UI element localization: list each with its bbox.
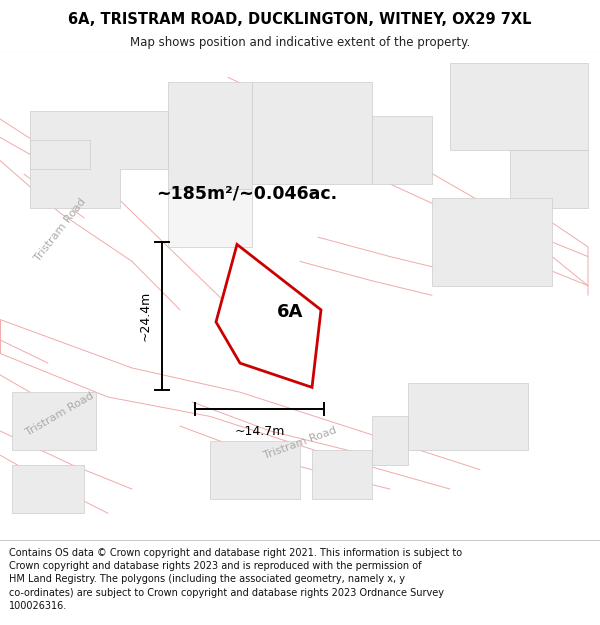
Text: ~185m²/~0.046ac.: ~185m²/~0.046ac.: [156, 184, 337, 203]
Text: ~24.4m: ~24.4m: [138, 291, 151, 341]
Polygon shape: [216, 244, 321, 388]
Text: 6A, TRISTRAM ROAD, DUCKLINGTON, WITNEY, OX29 7XL: 6A, TRISTRAM ROAD, DUCKLINGTON, WITNEY, …: [68, 12, 532, 27]
Text: Tristram Road: Tristram Road: [24, 391, 96, 438]
Polygon shape: [408, 382, 528, 450]
Polygon shape: [210, 441, 300, 499]
Text: ~14.7m: ~14.7m: [235, 424, 284, 438]
Polygon shape: [510, 150, 588, 208]
Text: Contains OS data © Crown copyright and database right 2021. This information is : Contains OS data © Crown copyright and d…: [9, 548, 462, 611]
Text: 6A: 6A: [277, 303, 304, 321]
Polygon shape: [252, 82, 372, 184]
Text: Tristram Road: Tristram Road: [262, 425, 338, 461]
Polygon shape: [372, 416, 408, 465]
Text: Tristram Road: Tristram Road: [32, 196, 88, 263]
Polygon shape: [12, 392, 96, 450]
Polygon shape: [450, 62, 588, 150]
Polygon shape: [12, 465, 84, 513]
Polygon shape: [432, 199, 552, 286]
Polygon shape: [168, 82, 252, 189]
Polygon shape: [30, 111, 168, 208]
Polygon shape: [30, 140, 90, 169]
Polygon shape: [372, 116, 432, 184]
Text: Map shows position and indicative extent of the property.: Map shows position and indicative extent…: [130, 36, 470, 49]
Polygon shape: [312, 450, 372, 499]
Polygon shape: [168, 189, 252, 247]
